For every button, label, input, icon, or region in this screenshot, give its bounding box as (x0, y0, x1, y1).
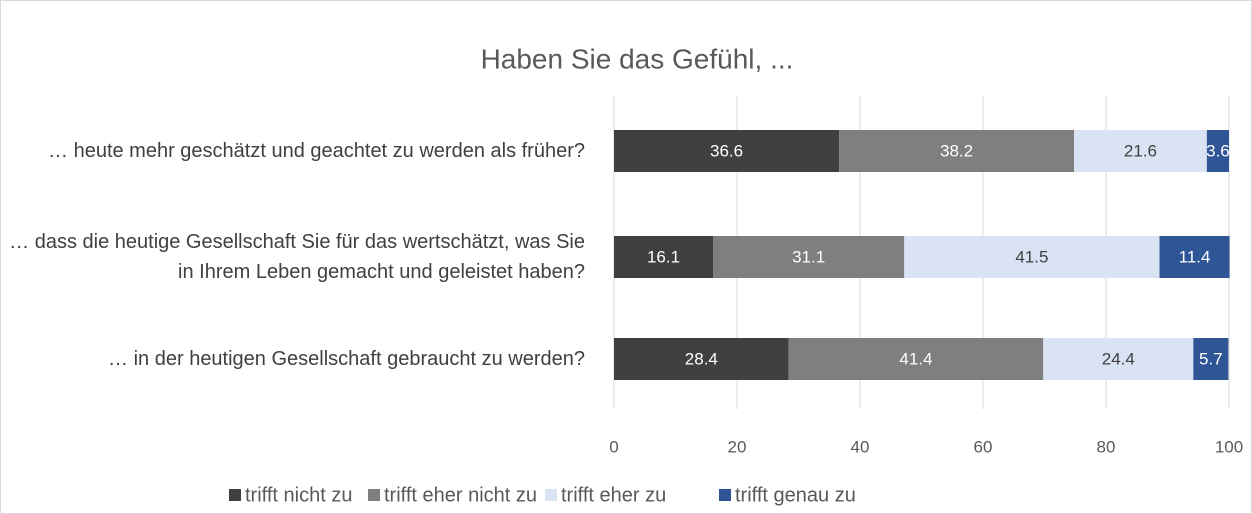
bar-segment (614, 338, 789, 380)
bar-segment (1159, 236, 1230, 278)
value-label: 41.5 (1015, 247, 1048, 266)
legend-swatch (545, 489, 557, 501)
value-label: 24.4 (1102, 349, 1135, 368)
value-label: 3.6 (1206, 141, 1230, 160)
category-label: … in der heutigen Gesellschaft gebraucht… (108, 348, 585, 370)
category-label: … dass die heutige Gesellschaft Sie für … (9, 231, 585, 283)
bar-segment (1043, 338, 1194, 380)
bar-segment (614, 130, 840, 172)
value-label: 28.4 (685, 349, 718, 368)
bar-segment (904, 236, 1160, 278)
x-tick-label: 40 (851, 437, 870, 456)
bar-segment (1193, 338, 1229, 380)
value-label: 5.7 (1199, 349, 1223, 368)
value-label: 38.2 (940, 141, 973, 160)
x-tick-label: 0 (609, 437, 618, 456)
bar-segment (614, 236, 714, 278)
legend-label: trifft eher zu (561, 484, 666, 506)
value-label: 16.1 (647, 247, 680, 266)
value-label: 21.6 (1124, 141, 1157, 160)
legend-label: trifft eher nicht zu (384, 484, 537, 506)
legend-swatch (229, 489, 241, 501)
value-label: 36.6 (710, 141, 743, 160)
legend-swatch (719, 489, 731, 501)
x-tick-label: 60 (974, 437, 993, 456)
bar-segment (839, 130, 1075, 172)
x-tick-label: 100 (1215, 437, 1243, 456)
bar-segment (1074, 130, 1207, 172)
bar-segment (788, 338, 1044, 380)
value-label: 41.4 (899, 349, 932, 368)
x-tick-label: 20 (728, 437, 747, 456)
legend-label: trifft nicht zu (245, 484, 352, 506)
bar-segment (713, 236, 905, 278)
value-label: 11.4 (1179, 247, 1211, 266)
chart-title: Haben Sie das Gefühl, ... (481, 43, 794, 74)
legend-swatch (368, 489, 380, 501)
legend-label: trifft genau zu (735, 484, 856, 506)
category-label: … heute mehr geschätzt und geachtet zu w… (48, 140, 585, 162)
x-tick-label: 80 (1097, 437, 1116, 456)
bar-segment (1206, 130, 1229, 172)
value-label: 31.1 (792, 247, 825, 266)
